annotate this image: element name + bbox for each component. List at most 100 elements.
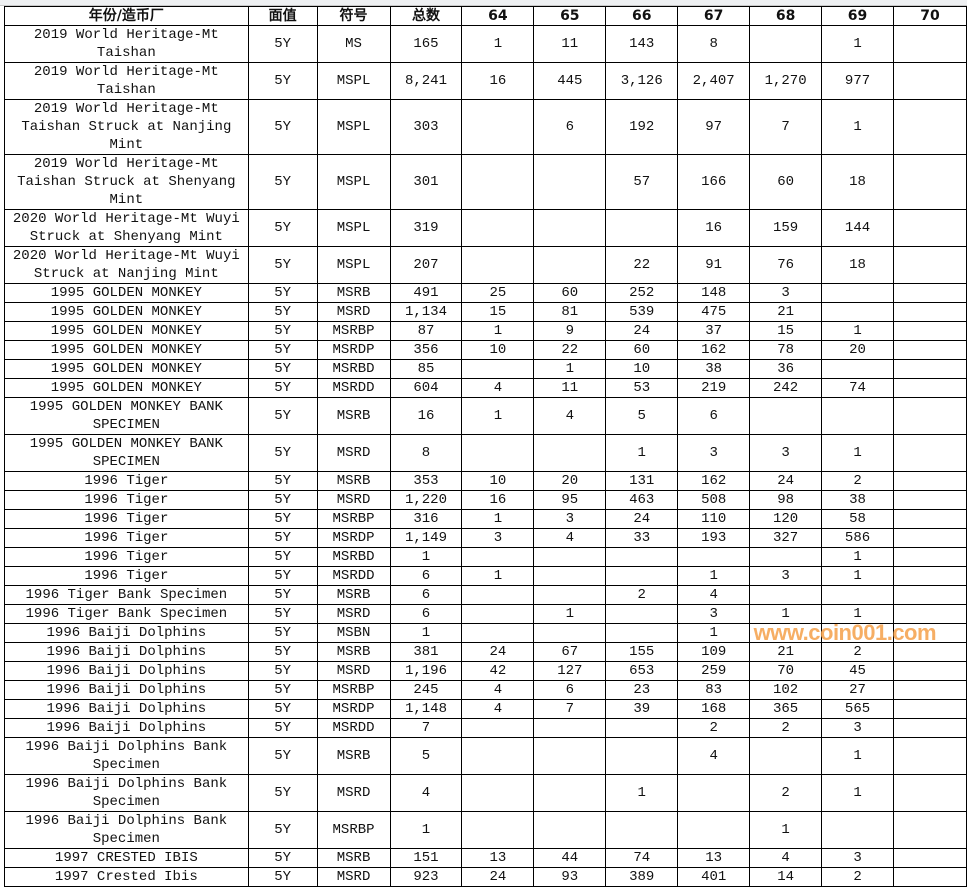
table-cell[interactable] (821, 359, 894, 379)
table-cell[interactable] (892, 99, 967, 155)
coin-name-cell[interactable]: 1995 GOLDEN MONKEY BANK SPECIMEN (4, 434, 249, 472)
table-cell[interactable]: 356 (389, 340, 463, 360)
coin-name-cell[interactable]: 1995 GOLDEN MONKEY (4, 378, 249, 398)
table-cell[interactable]: 83 (677, 680, 751, 700)
table-cell[interactable]: 1 (749, 811, 823, 849)
table-cell[interactable]: 1 (461, 509, 535, 529)
table-cell[interactable]: MSPL (316, 154, 391, 210)
table-cell[interactable] (892, 642, 967, 662)
table-cell[interactable]: 5Y (247, 604, 318, 624)
table-cell[interactable]: 4 (389, 774, 463, 812)
coin-name-cell[interactable]: 1996 Tiger (4, 547, 249, 567)
table-cell[interactable] (892, 680, 967, 700)
table-cell[interactable] (461, 774, 535, 812)
table-cell[interactable]: 120 (749, 509, 823, 529)
table-cell[interactable]: 1,134 (389, 302, 463, 322)
table-cell[interactable]: 475 (677, 302, 751, 322)
table-cell[interactable]: 162 (677, 471, 751, 491)
table-cell[interactable]: 21 (749, 642, 823, 662)
table-cell[interactable] (892, 434, 967, 472)
coin-name-cell[interactable]: 1996 Tiger (4, 528, 249, 548)
table-cell[interactable]: MS (316, 25, 391, 63)
table-cell[interactable] (461, 604, 535, 624)
table-cell[interactable]: 4 (533, 528, 607, 548)
table-cell[interactable]: 252 (605, 283, 679, 303)
table-cell[interactable] (749, 585, 823, 605)
table-cell[interactable]: 155 (605, 642, 679, 662)
table-cell[interactable]: 5Y (247, 585, 318, 605)
table-cell[interactable]: 5Y (247, 718, 318, 738)
coin-name-cell[interactable]: 1995 GOLDEN MONKEY (4, 321, 249, 341)
table-cell[interactable]: 165 (389, 25, 463, 63)
table-cell[interactable]: 20 (533, 471, 607, 491)
table-cell[interactable] (892, 718, 967, 738)
table-cell[interactable] (605, 566, 679, 586)
table-cell[interactable] (892, 340, 967, 360)
table-cell[interactable]: 5Y (247, 566, 318, 586)
table-cell[interactable] (461, 209, 535, 247)
table-cell[interactable]: 3 (749, 566, 823, 586)
table-cell[interactable]: 11 (533, 378, 607, 398)
table-cell[interactable]: 1 (389, 547, 463, 567)
table-cell[interactable]: 81 (533, 302, 607, 322)
table-cell[interactable]: 1 (533, 359, 607, 379)
table-cell[interactable]: 6 (389, 585, 463, 605)
table-cell[interactable] (605, 623, 679, 643)
coin-name-cell[interactable]: 1997 Crested Ibis (4, 867, 249, 887)
column-header[interactable]: 69 (821, 6, 894, 26)
coin-name-cell[interactable]: 1995 GOLDEN MONKEY (4, 359, 249, 379)
table-cell[interactable]: 24 (461, 642, 535, 662)
table-cell[interactable]: 5Y (247, 737, 318, 775)
coin-name-cell[interactable]: 2019 World Heritage-Mt Taishan Struck at… (4, 99, 249, 155)
table-cell[interactable] (461, 811, 535, 849)
table-cell[interactable] (749, 547, 823, 567)
table-cell[interactable]: 2 (749, 718, 823, 738)
coin-name-cell[interactable]: 2019 World Heritage-Mt Taishan Struck at… (4, 154, 249, 210)
table-cell[interactable]: MSRBP (316, 321, 391, 341)
table-cell[interactable]: 5Y (247, 528, 318, 548)
table-cell[interactable]: 58 (821, 509, 894, 529)
table-cell[interactable]: 5Y (247, 99, 318, 155)
table-cell[interactable]: 2 (821, 867, 894, 887)
table-cell[interactable]: 219 (677, 378, 751, 398)
table-cell[interactable]: 2 (821, 642, 894, 662)
table-cell[interactable]: 1 (821, 99, 894, 155)
table-cell[interactable]: MSRB (316, 642, 391, 662)
table-cell[interactable]: 5 (605, 397, 679, 435)
table-cell[interactable]: 365 (749, 699, 823, 719)
table-cell[interactable]: MSRD (316, 434, 391, 472)
table-cell[interactable]: 5Y (247, 25, 318, 63)
table-cell[interactable]: MSRB (316, 283, 391, 303)
table-cell[interactable]: MSPL (316, 246, 391, 284)
table-cell[interactable]: MSRB (316, 471, 391, 491)
table-cell[interactable]: 44 (533, 848, 607, 868)
table-cell[interactable]: 491 (389, 283, 463, 303)
table-cell[interactable]: MSRDD (316, 566, 391, 586)
table-cell[interactable]: 242 (749, 378, 823, 398)
coin-name-cell[interactable]: 1996 Baiji Dolphins (4, 661, 249, 681)
column-header[interactable]: 面值 (247, 6, 318, 26)
table-cell[interactable]: 143 (605, 25, 679, 63)
table-cell[interactable]: MSRDD (316, 378, 391, 398)
table-cell[interactable]: 22 (605, 246, 679, 284)
table-cell[interactable]: 6 (389, 604, 463, 624)
table-cell[interactable]: 38 (677, 359, 751, 379)
table-cell[interactable] (461, 585, 535, 605)
table-cell[interactable]: 42 (461, 661, 535, 681)
table-cell[interactable]: MSRBD (316, 547, 391, 567)
coin-name-cell[interactable]: 1996 Baiji Dolphins (4, 680, 249, 700)
column-header[interactable]: 年份/造币厂 (4, 6, 249, 26)
table-cell[interactable]: 539 (605, 302, 679, 322)
table-cell[interactable]: MSRBP (316, 509, 391, 529)
coin-name-cell[interactable]: 2019 World Heritage-Mt Taishan (4, 62, 249, 100)
table-cell[interactable]: 3 (677, 604, 751, 624)
table-cell[interactable]: 5Y (247, 680, 318, 700)
table-cell[interactable] (749, 737, 823, 775)
table-cell[interactable] (892, 471, 967, 491)
column-header[interactable]: 66 (605, 6, 679, 26)
table-cell[interactable]: 70 (749, 661, 823, 681)
table-cell[interactable]: 1,148 (389, 699, 463, 719)
table-cell[interactable] (892, 25, 967, 63)
table-cell[interactable]: 5Y (247, 246, 318, 284)
table-cell[interactable]: 1 (677, 623, 751, 643)
